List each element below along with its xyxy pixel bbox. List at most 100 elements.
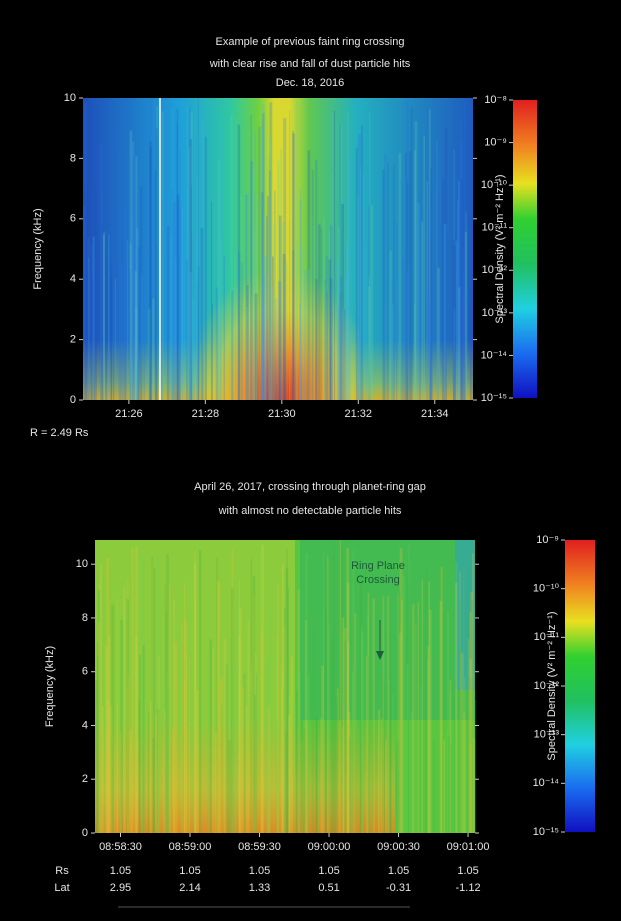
texture (278, 215, 282, 400)
texture (283, 607, 286, 833)
texture (321, 665, 325, 833)
texture (126, 240, 129, 400)
texture (137, 246, 140, 400)
texture (190, 112, 193, 400)
texture (167, 688, 171, 833)
texture (365, 655, 368, 833)
texture (412, 604, 415, 833)
texture (343, 627, 347, 833)
texture (301, 740, 303, 833)
texture (120, 733, 122, 833)
texture (425, 563, 428, 833)
texture (126, 580, 129, 833)
texture (368, 275, 371, 400)
texture (338, 723, 341, 833)
texture (318, 224, 321, 400)
texture (398, 633, 402, 833)
texture (101, 706, 104, 833)
table-cell: 1.05 (457, 865, 478, 877)
texture (296, 239, 298, 400)
texture (444, 127, 447, 400)
texture (110, 275, 112, 400)
texture (97, 589, 101, 833)
texture (464, 308, 467, 400)
texture (351, 671, 354, 833)
colorbar-tick-label: 10⁻⁹ (536, 534, 559, 546)
texture (346, 112, 349, 401)
texture (123, 587, 126, 833)
texture (202, 117, 205, 400)
texture (107, 234, 110, 400)
row-label: Rs (55, 865, 69, 877)
texture (311, 216, 313, 400)
x-tick-label: 08:59:30 (238, 841, 281, 853)
texture (99, 583, 101, 833)
texture (454, 679, 457, 833)
texture (441, 178, 445, 400)
texture (453, 309, 456, 400)
texture (147, 711, 150, 833)
texture (277, 635, 279, 833)
texture (305, 719, 308, 833)
texture (219, 123, 223, 400)
texture (218, 648, 220, 833)
texture (366, 728, 369, 833)
texture (462, 291, 465, 400)
texture (331, 170, 333, 400)
texture (130, 215, 134, 400)
texture (168, 584, 171, 833)
texture (174, 257, 177, 400)
texture (170, 584, 172, 833)
texture (365, 241, 367, 400)
texture (387, 595, 390, 833)
texture (273, 222, 276, 400)
texture (108, 634, 111, 833)
texture (429, 211, 432, 400)
texture (183, 582, 186, 833)
texture (241, 686, 245, 833)
x-tick-label: 21:30 (268, 408, 296, 420)
texture (269, 102, 273, 400)
texture (250, 114, 252, 400)
texture (410, 711, 414, 833)
texture (231, 290, 234, 400)
texture (120, 264, 124, 400)
y-tick-label: 8 (82, 612, 88, 624)
texture (95, 680, 98, 833)
texture (149, 101, 152, 401)
texture (330, 225, 333, 400)
texture (220, 235, 222, 400)
texture (97, 622, 100, 833)
texture (251, 167, 255, 400)
colorbar-tick-label: 10⁻⁸ (484, 94, 507, 106)
texture (135, 546, 138, 833)
texture (439, 601, 443, 833)
texture (127, 674, 129, 833)
texture (352, 550, 355, 833)
x-tick-label: 21:28 (192, 408, 220, 420)
texture (328, 259, 332, 400)
texture (419, 189, 421, 400)
colorbar-tick-label: 10⁻¹⁴ (481, 349, 508, 361)
texture (414, 622, 417, 833)
texture (399, 593, 402, 833)
texture (281, 221, 285, 400)
texture (324, 288, 326, 400)
texture (467, 613, 469, 833)
texture (389, 635, 392, 833)
texture (181, 633, 184, 833)
chart-title: with almost no detectable particle hits (218, 505, 402, 517)
texture (218, 305, 221, 400)
texture (333, 110, 336, 400)
texture (247, 621, 250, 833)
texture (322, 218, 325, 400)
texture (237, 124, 241, 400)
texture (455, 561, 458, 833)
texture (408, 151, 412, 400)
texture (255, 193, 257, 400)
texture (173, 201, 177, 400)
texture (189, 139, 193, 401)
texture (426, 180, 428, 400)
texture (347, 711, 351, 833)
texture (140, 274, 143, 400)
